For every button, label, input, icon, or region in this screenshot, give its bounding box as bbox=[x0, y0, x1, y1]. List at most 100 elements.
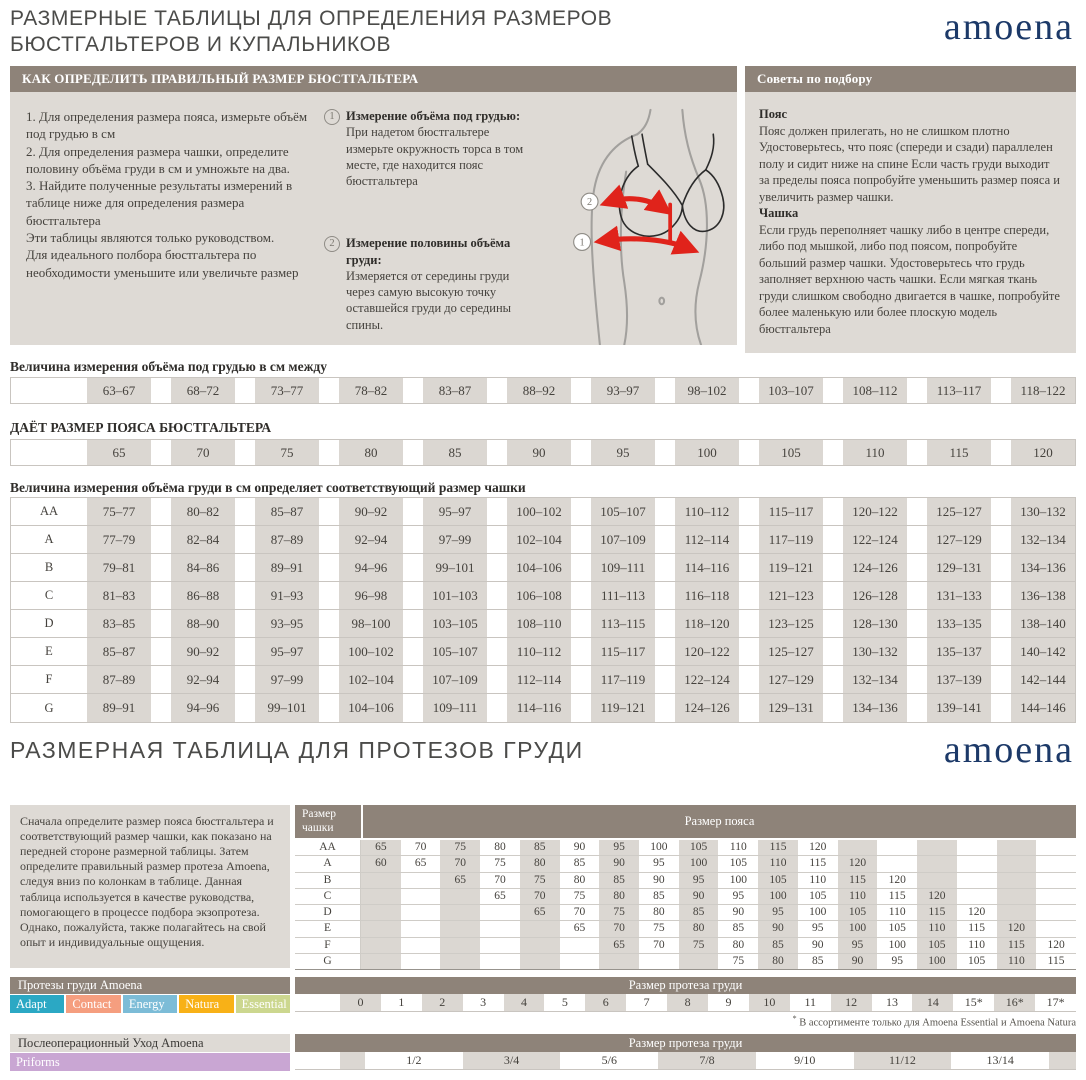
size-cell: 95–97 bbox=[423, 498, 487, 525]
prosthesis-size-cell: 6 bbox=[585, 994, 627, 1011]
band-cell: 110 bbox=[809, 873, 827, 886]
size-cell: 115 bbox=[927, 440, 991, 465]
band-cell: 100 bbox=[917, 954, 957, 970]
size-cell: 135–137 bbox=[927, 638, 991, 665]
size-cell: 131–133 bbox=[927, 582, 991, 609]
size-cell: 113–115 bbox=[591, 610, 655, 637]
band-cell bbox=[996, 888, 1037, 905]
band-cell: 75 bbox=[440, 840, 481, 856]
size-cell: 73–77 bbox=[255, 378, 319, 403]
prosthesis-size-cell: 0 bbox=[340, 994, 381, 1011]
size-cell: 98–102 bbox=[675, 378, 739, 403]
cup-label: E bbox=[295, 921, 361, 937]
prosthesis-size-cell: 12 bbox=[830, 994, 872, 1011]
band-cell: 105 bbox=[678, 840, 719, 856]
size-cell: 63–67 bbox=[87, 378, 151, 403]
size-cell: 93–95 bbox=[255, 610, 319, 637]
size-cell: 97–99 bbox=[255, 666, 319, 693]
band-cell: 70 bbox=[440, 856, 481, 872]
band-cell: 115 bbox=[809, 857, 827, 870]
band-cell: 105 bbox=[729, 857, 747, 870]
band-cell: 85 bbox=[812, 955, 824, 968]
cup-table-label: Величина измерения объёма груди в см опр… bbox=[10, 480, 526, 495]
size-cell: 68–72 bbox=[171, 378, 235, 403]
size-cell: 111–113 bbox=[591, 582, 655, 609]
size-cell: 104–106 bbox=[507, 554, 571, 581]
band-cell: 105 bbox=[888, 922, 906, 935]
band-cell: 100 bbox=[758, 888, 798, 905]
size-cell: 117–119 bbox=[591, 666, 655, 693]
band-cell: 65 bbox=[573, 922, 586, 935]
size-cell: 137–139 bbox=[927, 666, 991, 693]
band-cell bbox=[480, 921, 520, 936]
size-cell: 102–104 bbox=[339, 666, 403, 693]
care-size-cell: 7/8 bbox=[658, 1052, 756, 1069]
note-line2: Для идеального полбора бюстгальтера по н… bbox=[26, 247, 299, 280]
band-cell: 105 bbox=[809, 889, 827, 902]
illustration-marker-2: 2 bbox=[587, 197, 592, 208]
band-cell: 95 bbox=[891, 955, 903, 968]
tips-cup-text: Если грудь переполняет чашку либо в цент… bbox=[759, 222, 1060, 336]
band-cell: 115 bbox=[917, 905, 957, 921]
size-cell: 82–84 bbox=[171, 526, 235, 553]
size-cell: 109–111 bbox=[591, 554, 655, 581]
size-cell: 118–120 bbox=[675, 610, 739, 637]
circled-number-2-icon: 2 bbox=[324, 236, 340, 253]
band-cell: 95 bbox=[732, 889, 745, 902]
band-cell: 80 bbox=[599, 888, 640, 905]
size-cell: 92–94 bbox=[171, 666, 235, 693]
row-label: C bbox=[11, 582, 87, 609]
band-cell: 90 bbox=[732, 906, 745, 919]
prosthesis-band-row: B 65 70 75 80 85 90 95 100 105 110 115 120 bbox=[295, 872, 1076, 889]
size-cell: 107–109 bbox=[591, 526, 655, 553]
band-cell: 105 bbox=[837, 905, 878, 921]
cup-table-row: E 85–87 90–92 95–97 100–102 105–107 110–112 115… bbox=[11, 638, 1075, 666]
band-cell bbox=[957, 856, 997, 871]
prosthesis-band-row: A 60 65 70 75 80 85 90 95 100 105 110 115 120 bbox=[295, 856, 1076, 873]
size-cell: 100–102 bbox=[339, 638, 403, 665]
size-cell: 139–141 bbox=[927, 694, 991, 722]
size-cell: 120 bbox=[1011, 440, 1075, 465]
prosthesis-size-table: Размер протеза груди 0 1 2 3 4 5 6 7 8 9 10 11 12 13 1… bbox=[295, 977, 1076, 1012]
product-line-chip: Adapt bbox=[10, 995, 65, 1013]
band-cell bbox=[599, 954, 640, 970]
cup-label: G bbox=[295, 954, 361, 970]
band-cell: 120 bbox=[888, 873, 906, 886]
band-cell: 100 bbox=[888, 938, 906, 951]
band-cell: 110 bbox=[888, 906, 906, 919]
band-cell: 70 bbox=[599, 921, 640, 937]
product-lines-block: Протезы груди Amoena Adapt Contact Energy N… bbox=[10, 977, 291, 1013]
footnote-star: * bbox=[792, 1014, 797, 1023]
how-to-header: КАК ОПРЕДЕЛИТЬ ПРАВИЛЬНЫЙ РАЗМЕР БЮСТГАЛ… bbox=[10, 66, 737, 92]
size-cell: 134–136 bbox=[1011, 554, 1075, 581]
size-cell: 100 bbox=[675, 440, 739, 465]
size-cell: 117–119 bbox=[759, 526, 823, 553]
size-cell: 132–134 bbox=[843, 666, 907, 693]
band-cell: 105 bbox=[968, 955, 986, 968]
band-cell: 80 bbox=[732, 938, 745, 951]
size-cell: 112–114 bbox=[675, 526, 739, 553]
band-cell: 95 bbox=[758, 905, 798, 921]
prosthesis-size-cell: 16* bbox=[994, 994, 1036, 1011]
band-cell: 115 bbox=[968, 922, 986, 935]
tips-panel: Пояс Пояс должен прилегать, но не слишко… bbox=[745, 92, 1076, 353]
prosthesis-band-row: G 75 80 85 90 95 100 105 110 115 bbox=[295, 954, 1076, 971]
care-product-chip: Priforms bbox=[10, 1053, 290, 1071]
size-cell: 103–105 bbox=[423, 610, 487, 637]
band-cell bbox=[401, 873, 441, 888]
care-block: Послеоперационный Уход Amoena Priforms bbox=[10, 1034, 290, 1071]
band-cell bbox=[1036, 856, 1076, 871]
size-cell: 75 bbox=[255, 440, 319, 465]
size-cell: 127–129 bbox=[759, 666, 823, 693]
page-title-line2: БЮСТГАЛЬТЕРОВ И КУПАЛЬНИКОВ bbox=[10, 33, 392, 56]
size-cell: 106–108 bbox=[507, 582, 571, 609]
band-cell bbox=[480, 905, 520, 920]
band-cell: 65 bbox=[599, 937, 640, 954]
size-cell: 88–90 bbox=[171, 610, 235, 637]
cup-table-row: D 83–85 88–90 93–95 98–100 103–105 108–110 113–… bbox=[11, 610, 1075, 638]
size-cell: 121–123 bbox=[759, 582, 823, 609]
band-cell: 75 bbox=[653, 922, 665, 935]
band-cell bbox=[996, 905, 1037, 921]
size-cell: 132–134 bbox=[1011, 526, 1075, 553]
size-cell: 101–103 bbox=[423, 582, 487, 609]
